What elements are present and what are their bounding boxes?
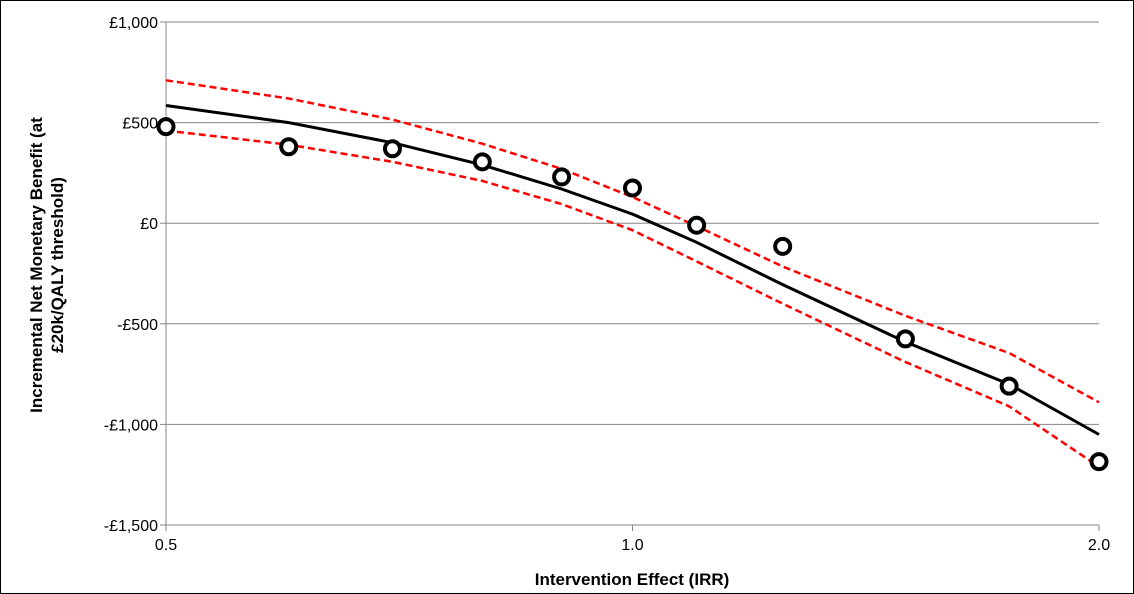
x-tick-label: 1.0 [621,537,643,554]
data-point [552,167,572,187]
x-tick-label: 2.0 [1088,537,1110,554]
data-point [773,236,793,256]
data-point [279,137,299,157]
gridlines [166,21,1099,425]
y-axis-title-line-1: Incremental Net Monetary Benefit (at [27,117,46,413]
y-tick-label: £500 [122,116,158,133]
axes [160,21,1100,531]
series [156,79,1109,472]
y-axis-title-line-2: £20k/QALY threshold) [48,177,67,353]
x-tick-label: 0.5 [155,537,177,554]
y-tick-labels: £1,000 £500 £0 -£500 -£1,000 -£1,500 [104,15,158,535]
y-tick-label: -£500 [117,317,158,334]
data-point [623,178,642,198]
data-point [156,117,176,137]
lower-bound-line [165,129,1100,468]
data-point [382,139,402,159]
fitted-line [165,104,1100,436]
data-point [472,152,492,172]
y-tick-label: -£1,000 [104,417,158,434]
data-point [1089,452,1109,472]
y-tick-label: £0 [140,216,158,233]
upper-bound-line [165,79,1100,404]
data-point [999,376,1019,396]
x-tick-labels: 0.5 1.0 2.0 [155,537,1110,554]
data-point [895,329,915,349]
x-axis-title: Intervention Effect (IRR) [535,570,730,589]
y-axis-title: Incremental Net Monetary Benefit (at £20… [27,117,67,413]
y-tick-label: £1,000 [109,15,158,32]
data-point [687,215,707,235]
y-tick-label: -£1,500 [104,518,158,535]
